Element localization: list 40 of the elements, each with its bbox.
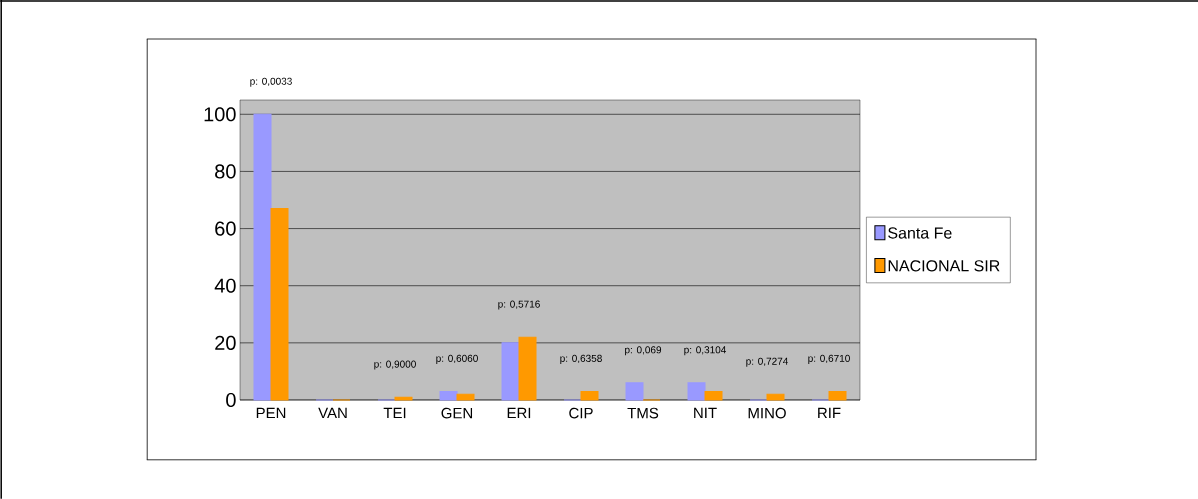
bar xyxy=(456,393,475,401)
annotation: p: 0,069 xyxy=(625,346,662,356)
annotation: p: 0,6358 xyxy=(560,354,602,364)
annotation: p: 0,6060 xyxy=(436,354,478,364)
annotation: p: 0,5716 xyxy=(498,300,540,310)
bar xyxy=(439,390,458,401)
x-tick-label: MINO xyxy=(748,407,786,419)
x-tick-label: NIT xyxy=(694,407,717,419)
bar xyxy=(580,390,599,401)
x-tick-label: TMS xyxy=(627,407,659,419)
y-tick-label: 60 xyxy=(215,221,236,236)
legend-label: NACIONAL SIR xyxy=(888,260,1000,272)
y-tick-label: 80 xyxy=(215,164,236,179)
bar xyxy=(625,382,644,401)
y-tick-label: 0 xyxy=(226,392,236,408)
x-tick-label: GEN xyxy=(441,407,473,419)
x-tick-label: CIP xyxy=(569,407,593,419)
bar xyxy=(270,208,289,401)
bar xyxy=(704,390,723,401)
bar xyxy=(828,390,847,401)
annotation: p: 0,3104 xyxy=(684,346,727,356)
bar xyxy=(687,382,706,401)
x-tick-label: TEI xyxy=(383,407,406,419)
bar xyxy=(253,113,272,401)
x-tick-label: VAN xyxy=(318,407,347,419)
y-tick-label: 20 xyxy=(215,335,236,350)
bar xyxy=(518,336,537,401)
annotation: p: 0,9000 xyxy=(374,360,416,370)
bar xyxy=(501,342,520,401)
bar xyxy=(394,396,413,401)
x-tick-label: ERI xyxy=(507,407,531,419)
y-tick-label: 100 xyxy=(204,107,236,122)
y-tick-label: 40 xyxy=(214,278,236,293)
annotation: p: 0,7274 xyxy=(746,357,789,367)
x-tick-label: RIF xyxy=(818,407,841,419)
bar xyxy=(766,393,785,401)
annotation: p: 0,0033 xyxy=(250,77,292,87)
x-tick-label: PEN xyxy=(256,407,286,419)
annotation: p: 0,6710 xyxy=(808,354,850,364)
legend-label: Santa Fe xyxy=(888,227,952,239)
